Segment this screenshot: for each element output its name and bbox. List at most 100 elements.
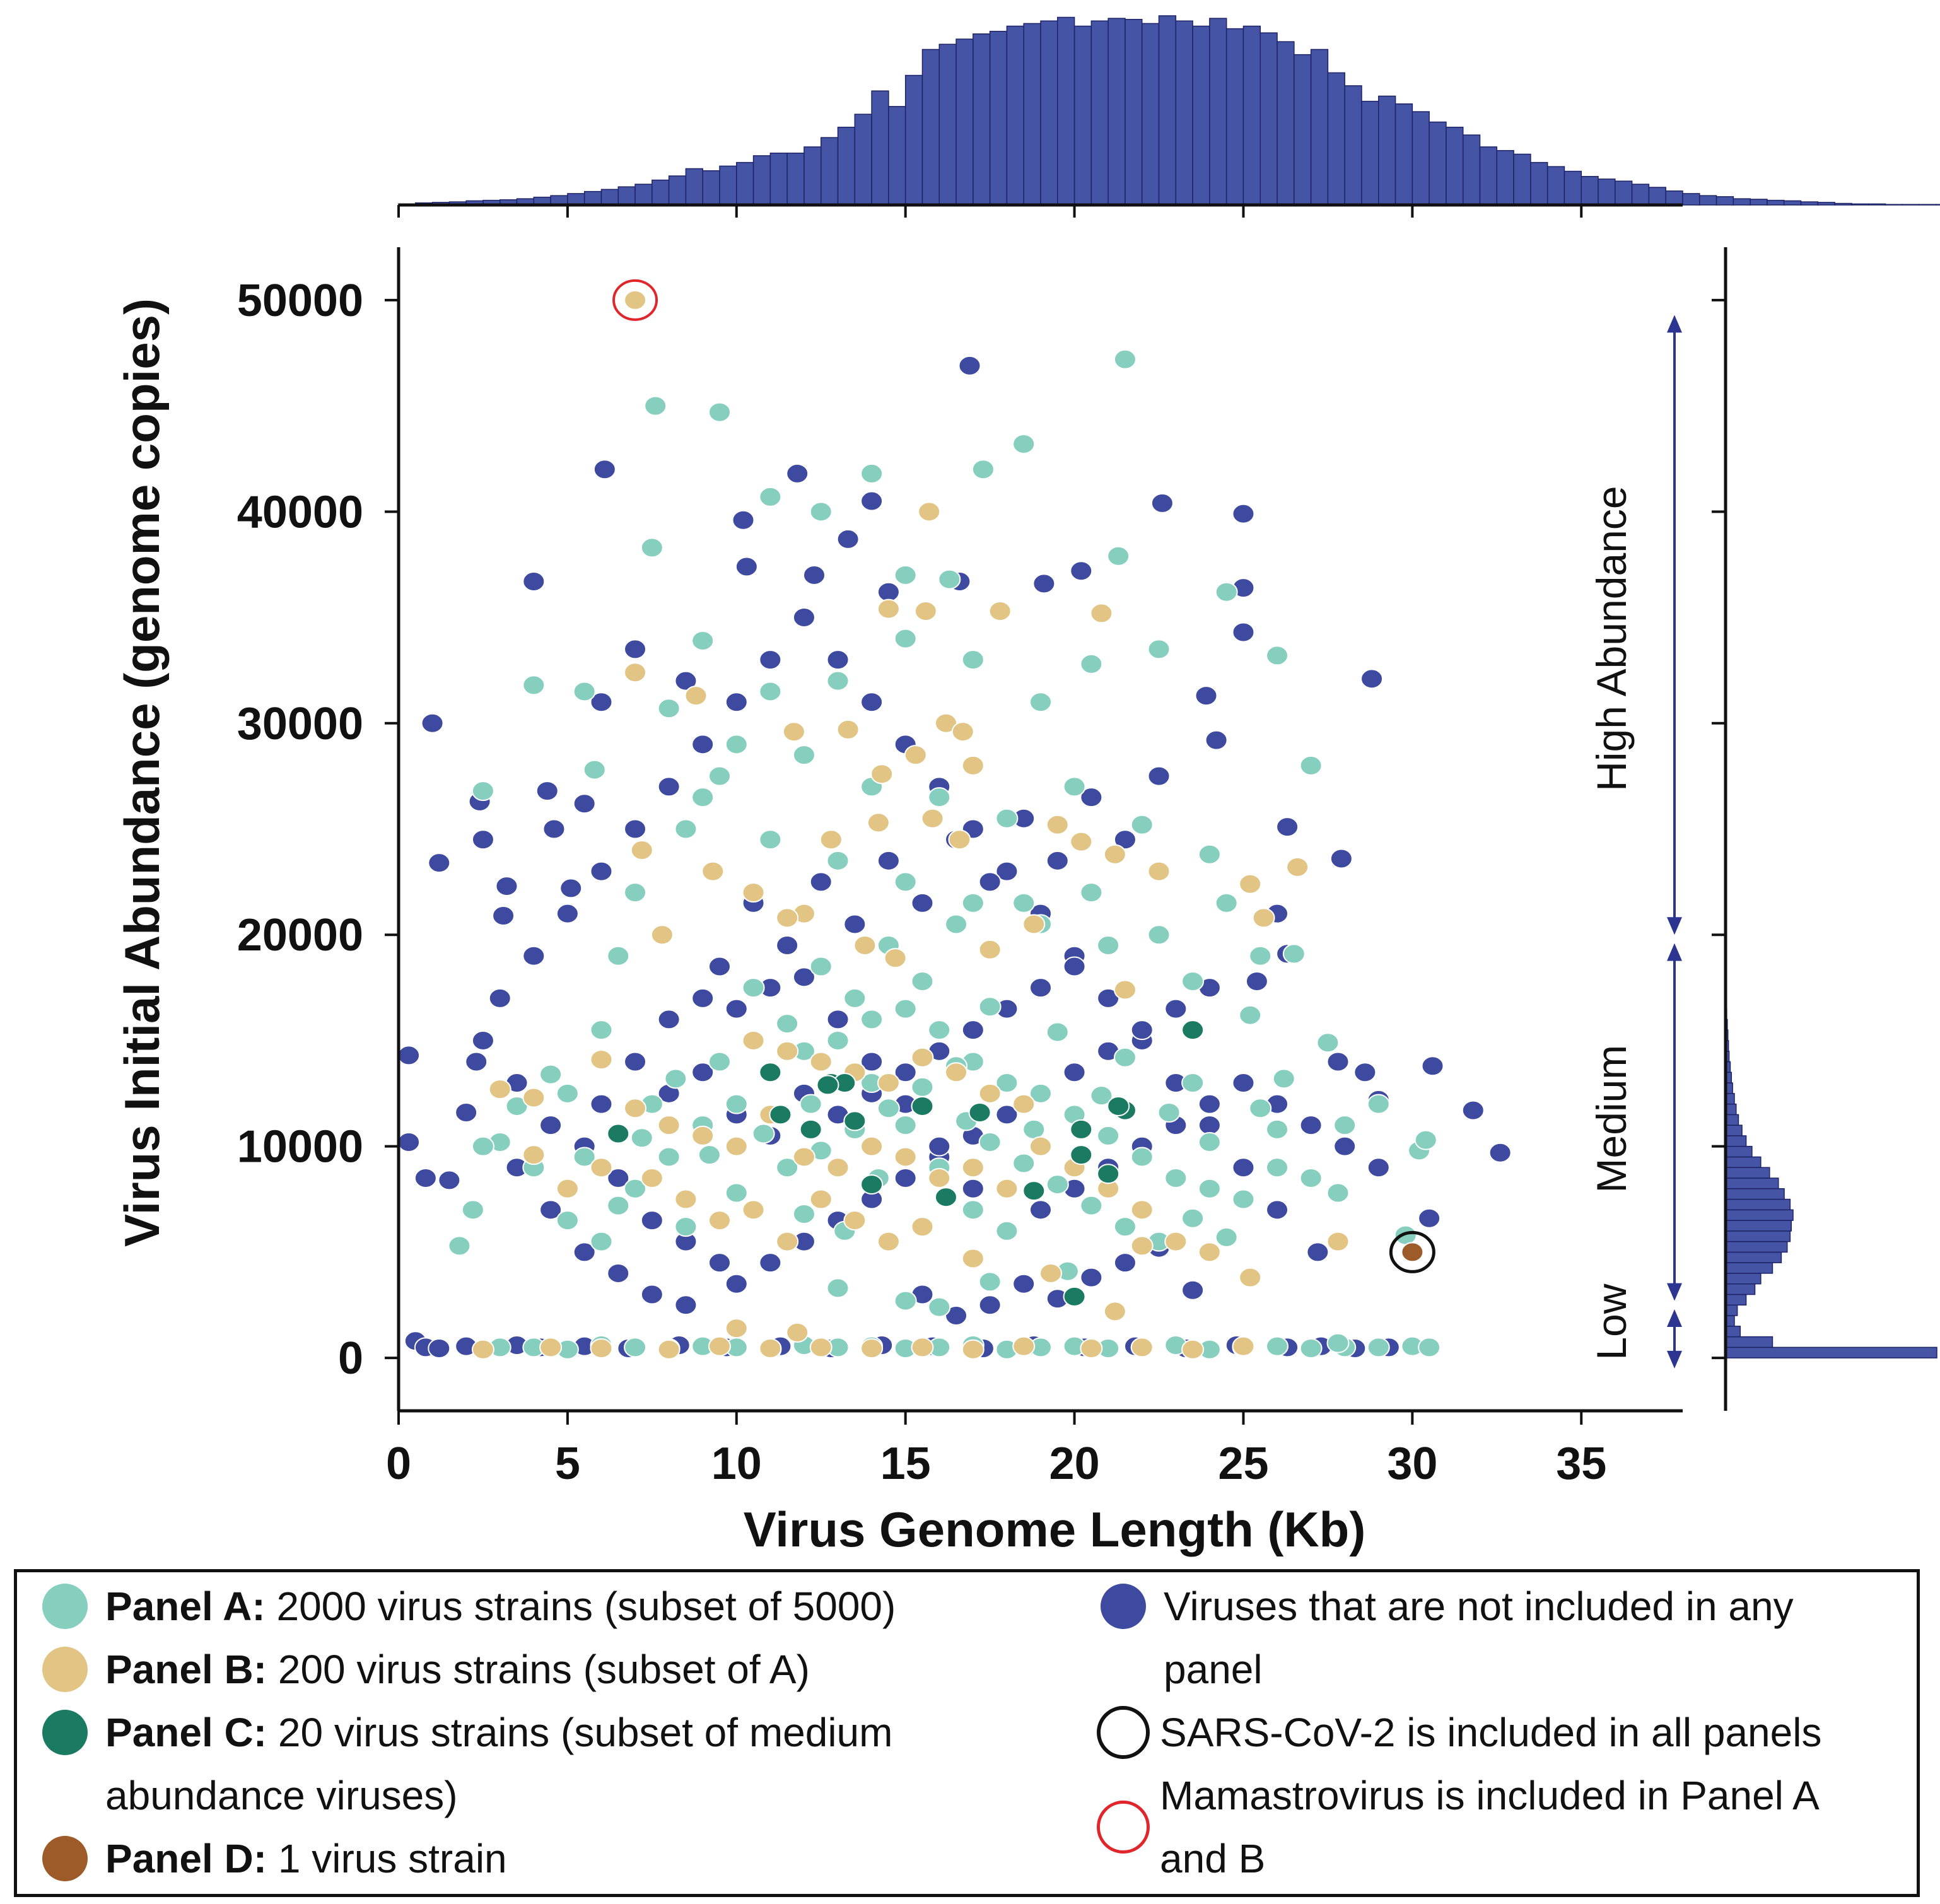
panel-b-point <box>650 925 674 945</box>
not-included-point <box>1130 1020 1154 1041</box>
panel-a-point <box>1097 935 1120 955</box>
panel-b-point <box>792 1147 815 1167</box>
not-included-point <box>573 1242 596 1263</box>
panel-a-desc: 2000 virus strains (subset of 5000) <box>265 1584 896 1629</box>
panel-a-point <box>894 628 917 649</box>
panel-a-point <box>1164 1168 1188 1188</box>
panel-a-point <box>708 402 731 423</box>
panel-a-point <box>1232 1189 1255 1210</box>
medium-arrow-head-down <box>1667 1283 1682 1301</box>
panel-c-desc: 20 virus strains (subset of medium abund… <box>105 1710 893 1818</box>
top-histogram-bar <box>904 74 923 206</box>
not-included-point <box>725 998 748 1019</box>
not-included-point <box>1198 1094 1221 1114</box>
panel-b-point <box>1012 1336 1036 1357</box>
panel-a-point <box>1249 1098 1272 1119</box>
top-histogram-bar <box>1936 204 1940 206</box>
top-histogram-bar <box>1158 15 1177 206</box>
panel-c-point <box>799 1119 822 1140</box>
medium-arrow-head-up <box>1667 943 1682 961</box>
not-included-point <box>1488 1142 1512 1163</box>
not-included-point <box>877 850 900 871</box>
right-histogram-bar <box>1725 1346 1937 1358</box>
top-histogram-bar <box>871 90 889 206</box>
panel-a-point <box>1063 776 1086 797</box>
panel-c-point <box>911 1095 934 1116</box>
panel-b-point <box>961 1339 985 1360</box>
panel-a-point <box>1080 653 1103 674</box>
top-histogram-bar <box>1259 32 1278 206</box>
panel-b-point <box>921 808 944 829</box>
y-axis-ticks: 0 10000 20000 30000 40000 50000 <box>237 276 399 1384</box>
panel-b-point <box>1070 831 1093 852</box>
top-histogram-bar <box>1361 100 1379 206</box>
panel-a-point <box>1272 1068 1295 1089</box>
panel-b-point <box>877 599 900 619</box>
panel-b-point <box>776 908 799 928</box>
panel-b-point <box>914 600 937 621</box>
top-histogram-bar <box>1615 180 1633 206</box>
panel-b-point <box>725 1318 748 1339</box>
not-included-point <box>539 1200 563 1220</box>
not-included-point <box>657 776 681 797</box>
panel-b-point <box>1103 844 1126 865</box>
not-included-point <box>674 1295 698 1316</box>
not-included-point <box>978 872 1002 892</box>
not-included-point <box>691 734 715 755</box>
top-histogram-bar <box>668 175 687 206</box>
panel-b-point <box>1232 1336 1255 1357</box>
panel-b-point <box>877 1231 900 1252</box>
panel-a-point <box>894 1290 917 1311</box>
top-histogram-bar <box>1699 195 1717 206</box>
panel-b-point <box>1039 1263 1063 1283</box>
top-histogram-bar <box>1057 16 1075 206</box>
medium-label: Medium <box>1588 1045 1635 1193</box>
panel-b-point <box>961 1248 985 1269</box>
panel-b-point <box>674 1189 698 1210</box>
not-included-point <box>1360 669 1384 689</box>
top-histogram-bar <box>719 165 737 206</box>
panel-b-point <box>776 1231 799 1252</box>
legend-item-panel-d: Panel D: 1 virus strain <box>42 1827 1070 1890</box>
not-included-point <box>624 1051 647 1072</box>
panel-b-point <box>684 686 708 706</box>
sars-cov-2-ring-swatch <box>1097 1706 1150 1759</box>
panel-b-point <box>640 1168 663 1188</box>
panel-a-point <box>995 1220 1019 1241</box>
top-histogram-bar <box>652 179 670 206</box>
x-axis-title: Virus Genome Length (Kb) <box>744 1502 1366 1557</box>
panel-a-point <box>1130 814 1154 835</box>
top-histogram-bar <box>1665 190 1683 206</box>
not-included-point <box>732 510 755 530</box>
panel-b-point <box>904 745 927 766</box>
panel-d-label: Panel D: <box>105 1836 267 1881</box>
top-histogram-bar <box>1715 196 1734 206</box>
panel-b-point <box>1029 1136 1052 1157</box>
x-tick-label: 30 <box>1387 1439 1437 1489</box>
right-histogram-bar <box>1725 1156 1762 1168</box>
panel-b-point <box>522 1145 546 1165</box>
top-histogram-bar <box>1648 187 1666 206</box>
panel-b-point <box>786 1322 809 1343</box>
not-included-point <box>559 878 583 899</box>
panel-a-point <box>583 759 606 780</box>
panel-a-point <box>1367 1337 1390 1358</box>
not-included-point <box>535 781 559 802</box>
panel-a-point <box>1107 546 1130 566</box>
mamastrovirus-ring-swatch <box>1097 1801 1150 1854</box>
not-included-point <box>428 853 451 873</box>
panel-a-point <box>657 698 681 719</box>
panel-a-point <box>1249 945 1272 966</box>
not-included-point <box>1080 1267 1103 1288</box>
panel-b-point <box>961 755 985 776</box>
highlight-circles <box>612 279 1435 1273</box>
panel-a-point <box>522 675 546 696</box>
y-tick-label: 0 <box>338 1333 363 1384</box>
not-included-point <box>894 1062 917 1083</box>
panel-a-point <box>1266 1336 1289 1357</box>
panel-a-point <box>657 1147 681 1167</box>
panel-a-point <box>826 1278 850 1299</box>
right-histogram-bar <box>1725 1167 1770 1179</box>
top-histogram-bar <box>1310 49 1329 206</box>
not-included-point <box>1232 1157 1255 1178</box>
